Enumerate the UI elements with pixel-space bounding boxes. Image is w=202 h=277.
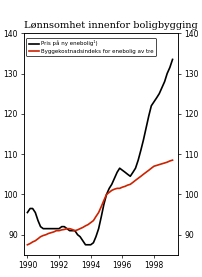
Legend: Pris på ny enebolig¹), Byggekostnadsindeks for enebolig av tre: Pris på ny enebolig¹), Byggekostnadsinde… (26, 38, 156, 57)
Text: Lønnsomhet innenfor boligbygging: Lønnsomhet innenfor boligbygging (24, 21, 198, 30)
